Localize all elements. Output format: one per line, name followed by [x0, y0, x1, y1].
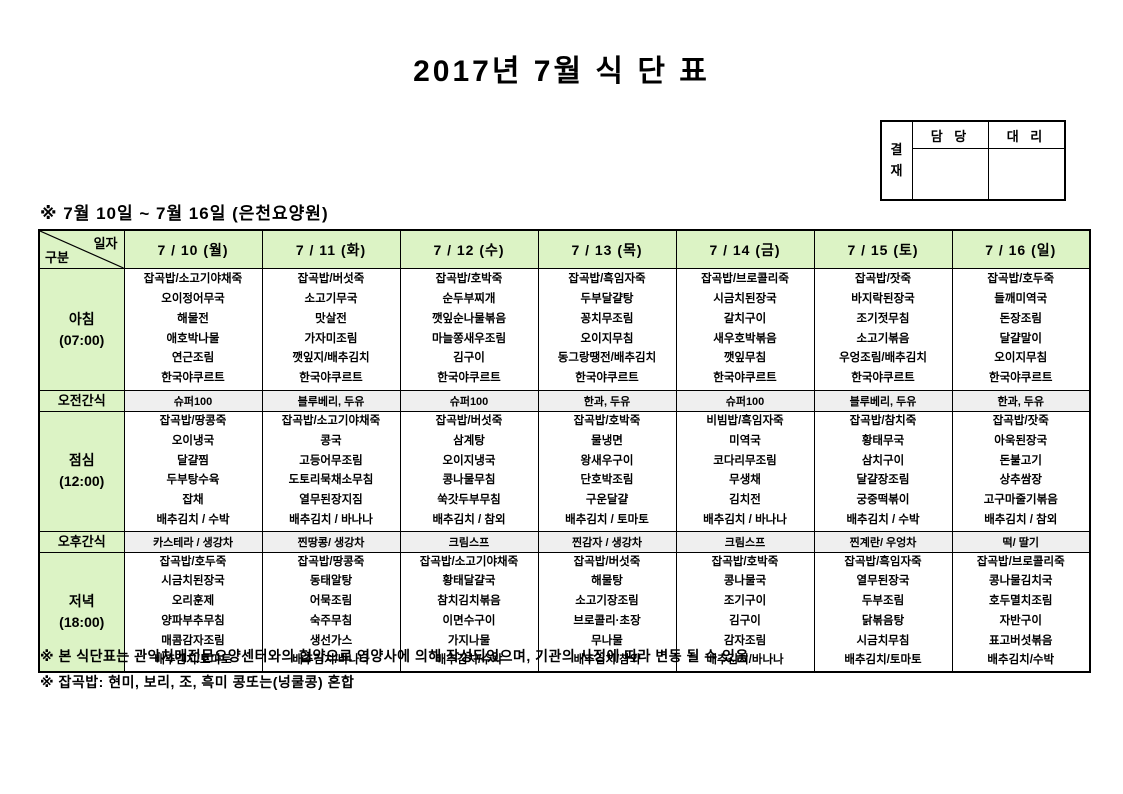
menu-cell: 잡곡밥/땅콩죽 오이냉국 달걀찜 두부탕수육 잡채 배추김치 / 수박 — [123, 411, 263, 532]
approval-sign-deputy — [988, 148, 1066, 201]
snack-cell: 한과, 두유 — [537, 390, 677, 412]
menu-cell: 잡곡밥/땅콩죽 동태알탕 어묵조림 숙주무침 생선가스 배추김치/바나나 — [261, 551, 401, 673]
approval-role-primary: 담 당 — [912, 120, 989, 149]
corner-cell: 일자 구분 — [38, 229, 125, 269]
day-header-tue: 7 / 11 (화) — [261, 229, 401, 269]
day-header-sat: 7 / 15 (토) — [813, 229, 953, 269]
snack-cell: 크림스프 — [399, 530, 539, 553]
approval-table: 결 재 담 당 대 리 — [880, 120, 1066, 201]
snack-cell: 블루베리, 두유 — [261, 390, 401, 412]
row-label-am-snack: 오전간식 — [38, 390, 125, 412]
page-title: 2017년 7월 식 단 표 — [413, 55, 710, 88]
day-header-sun: 7 / 16 (일) — [951, 229, 1091, 269]
snack-cell: 카스테라 / 생강차 — [123, 530, 263, 553]
snack-cell: 슈퍼100 — [399, 390, 539, 412]
breakfast-row: 아침 (07:00) 잡곡밥/소고기야채죽 오이정어무국 해물전 애호박나물 연… — [38, 268, 1091, 391]
menu-cell: 잡곡밥/버섯죽 해물탕 소고기장조림 브로콜리·초장 무나물 배추김치/참외 — [537, 551, 677, 673]
approval-sign-primary — [912, 148, 989, 201]
approval-stamp-label: 결 재 — [880, 120, 913, 201]
row-label-breakfast: 아침 (07:00) — [38, 268, 125, 391]
menu-cell: 잡곡밥/소고기야채죽 콩국 고등어무조림 도토리묵채소무침 열무된장지짐 배추김… — [261, 411, 401, 532]
menu-cell: 잡곡밥/잣죽 바지락된장국 조기젓무침 소고기볶음 우엉조림/배추김치 한국야쿠… — [813, 268, 953, 391]
snack-cell: 크림스프 — [675, 530, 815, 553]
snack-cell: 슈퍼100 — [675, 390, 815, 412]
lunch-row: 점심 (12:00) 잡곡밥/땅콩죽 오이냉국 달걀찜 두부탕수육 잡채 배추김… — [38, 411, 1091, 532]
snack-cell: 찐땅콩/ 생강차 — [261, 530, 401, 553]
footnote-grain-mix: ※ 잡곡밥: 현미, 보리, 조, 흑미 콩또는(넝쿨콩) 혼합 — [40, 674, 355, 690]
menu-cell: 잡곡밥/참치죽 황태무국 삼치구이 달걀장조림 궁중떡볶이 배추김치 / 수박 — [813, 411, 953, 532]
dinner-row: 저녁 (18:00) 잡곡밥/호두죽 시금치된장국 오리훈제 양파부추무침 매콤… — [38, 551, 1091, 673]
day-header-mon: 7 / 10 (월) — [123, 229, 263, 269]
menu-cell: 잡곡밥/호두죽 들깨미역국 돈장조림 달걀말이 오이지무침 한국야쿠르트 — [951, 268, 1091, 391]
week-range-subtitle: ※ 7월 10일 ~ 7월 16일 (은천요양원) — [40, 204, 329, 223]
day-header-fri: 7 / 14 (금) — [675, 229, 815, 269]
menu-cell: 잡곡밥/호박죽 물냉면 왕새우구이 단호박조림 구운달걀 배추김치 / 토마토 — [537, 411, 677, 532]
menu-cell: 잡곡밥/브로콜리죽 콩나물김치국 호두멸치조림 자반구이 표고버섯볶음 배추김치… — [951, 551, 1091, 673]
snack-cell: 슈퍼100 — [123, 390, 263, 412]
snack-cell: 찐계란/ 우엉차 — [813, 530, 953, 553]
snack-cell: 블루베리, 두유 — [813, 390, 953, 412]
menu-cell: 잡곡밥/버섯죽 소고기무국 맛살전 가자미조림 깻잎지/배추김치 한국야쿠르트 — [261, 268, 401, 391]
menu-cell: 잡곡밥/호박죽 콩나물국 조기구이 김구이 감자조림 배추김치/바나나 — [675, 551, 815, 673]
footnote-collaboration: ※ 본 식단표는 관악치매전문요양센터와의 협약으로 영양사에 의해 작성되었으… — [40, 648, 749, 664]
menu-cell: 잡곡밥/브로콜리죽 시금치된장국 갈치구이 새우호박볶음 깻잎무침 한국야쿠르트 — [675, 268, 815, 391]
corner-category-label: 구분 — [45, 250, 69, 265]
approval-role-deputy: 대 리 — [988, 120, 1066, 149]
diagonal-divider — [40, 231, 124, 268]
row-label-dinner: 저녁 (18:00) — [38, 551, 125, 673]
snack-cell: 한과, 두유 — [951, 390, 1091, 412]
menu-cell: 잡곡밥/소고기야채죽 황태달걀국 참치김치볶음 이면수구이 가지나물 배추김치/… — [399, 551, 539, 673]
menu-cell: 잡곡밥/흑임자죽 열무된장국 두부조림 닭볶음탕 시금치무침 배추김치/토마토 — [813, 551, 953, 673]
weekly-menu-table: 일자 구분 7 / 10 (월) 7 / 11 (화) 7 / 12 (수) 7… — [38, 229, 1091, 674]
snack-cell: 떡/ 딸기 — [951, 530, 1091, 553]
menu-cell: 잡곡밥/흑임자죽 두부달걀탕 꽁치무조림 오이지무침 동그랑땡전/배추김치 한국… — [537, 268, 677, 391]
menu-cell: 잡곡밥/버섯죽 삼계탕 오이지냉국 콩나물무침 쑥갓두부무침 배추김치 / 참외 — [399, 411, 539, 532]
am-snack-row: 오전간식 슈퍼100 블루베리, 두유 슈퍼100 한과, 두유 슈퍼100 블… — [38, 390, 1091, 412]
pm-snack-row: 오후간식 카스테라 / 생강차 찐땅콩/ 생강차 크림스프 찐감자 / 생강차 … — [38, 530, 1091, 553]
row-label-pm-snack: 오후간식 — [38, 530, 125, 553]
day-header-row: 일자 구분 7 / 10 (월) 7 / 11 (화) 7 / 12 (수) 7… — [38, 229, 1091, 269]
menu-cell: 잡곡밥/호두죽 시금치된장국 오리훈제 양파부추무침 매콤감자조림 배추김치/토… — [123, 551, 263, 673]
menu-cell: 비빔밥/흑임자죽 미역국 코다리무조림 무생채 김치전 배추김치 / 바나나 — [675, 411, 815, 532]
snack-cell: 찐감자 / 생강차 — [537, 530, 677, 553]
day-header-thu: 7 / 13 (목) — [537, 229, 677, 269]
day-header-wed: 7 / 12 (수) — [399, 229, 539, 269]
menu-cell: 잡곡밥/호박죽 순두부찌개 깻잎순나물볶음 마늘쫑새우조림 김구이 한국야쿠르트 — [399, 268, 539, 391]
menu-cell: 잡곡밥/소고기야채죽 오이정어무국 해물전 애호박나물 연근조림 한국야쿠르트 — [123, 268, 263, 391]
corner-date-label: 일자 — [93, 236, 118, 251]
row-label-lunch: 점심 (12:00) — [38, 411, 125, 532]
menu-cell: 잡곡밥/잣죽 아욱된장국 돈불고기 상추쌈장 고구마줄기볶음 배추김치 / 참외 — [951, 411, 1091, 532]
